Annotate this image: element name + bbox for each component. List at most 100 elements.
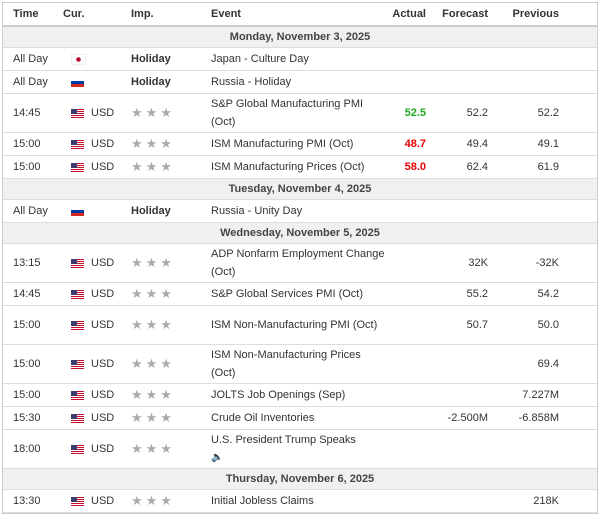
event-time: 15:00 [3,305,63,345]
event-title[interactable]: Crude Oil Inventories [211,412,315,424]
currency-code: USD [91,319,115,331]
russia-flag-icon [71,206,84,216]
event-title[interactable]: JOLTS Job Openings (Sep) [211,389,346,401]
header-forecast: Forecast [426,3,488,27]
event-title[interactable]: ISM Manufacturing PMI (Oct) [211,138,354,150]
us-flag-icon [71,320,84,330]
importance-stars-icon: ★★★ [131,429,211,469]
event-row[interactable]: 15:00 USD ★★★ JOLTS Job Openings (Sep) 7.227… [3,383,597,407]
event-name: ISM Manufacturing PMI (Oct) [211,132,386,156]
date-header: Wednesday, November 5, 2025 [3,222,597,244]
header-previous: Previous [488,3,597,27]
event-time: 15:00 [3,383,63,407]
event-title[interactable]: Russia - Holiday [211,76,292,88]
importance-label: Holiday [131,70,211,94]
event-title[interactable]: S&P Global Services PMI (Oct) [211,288,364,300]
event-currency [63,199,131,223]
event-row[interactable]: 18:00 USD ★★★ U.S. President Trump Speaks 🔈 [3,429,597,469]
header-event: Event [211,3,386,27]
currency-code: USD [91,412,115,424]
event-title[interactable]: ISM Manufacturing Prices (Oct) [211,161,365,173]
actual-value: 52.5 [386,93,426,133]
currency-code: USD [91,495,115,507]
event-name: S&P Global Manufacturing PMI (Oct) [211,93,386,133]
event-currency [63,47,131,71]
event-row[interactable]: 15:00 USD ★★★ ISM Non-Manufacturing PMI (Oc… [3,305,597,345]
header-row: Time Cur. Imp. Event Actual Forecast Pre… [3,3,597,27]
us-flag-icon [71,444,84,454]
event-name: JOLTS Job Openings (Sep) [211,383,386,407]
previous-value: 7.227M [488,383,597,407]
event-row[interactable]: 13:15 USD ★★★ ADP Nonfarm Employment Change… [3,243,597,283]
event-name: S&P Global Services PMI (Oct) [211,282,386,306]
event-row[interactable]: 14:45 USD ★★★ S&P Global Manufacturing PMI … [3,93,597,133]
event-name: ISM Manufacturing Prices (Oct) [211,155,386,179]
actual-value [386,199,426,223]
event-currency: USD [63,344,131,384]
event-time: 18:00 [3,429,63,469]
actual-value [386,429,426,469]
event-row[interactable]: 15:00 USD ★★★ ISM Manufacturing PMI (Oct) 48… [3,132,597,156]
previous-value: 52.2 [488,93,597,133]
importance-stars-icon: ★★★ [131,155,211,179]
previous-value: -6.858M [488,406,597,430]
header-cur: Cur. [63,3,131,27]
event-row[interactable]: All Day Holiday Russia - Unity Day [3,199,597,223]
date-row: Thursday, November 6, 2025 [3,468,597,490]
actual-value [386,47,426,71]
previous-value: 50.0 [488,305,597,345]
event-title[interactable]: ISM Non-Manufacturing Prices (Oct) [211,349,361,379]
event-title[interactable]: ADP Nonfarm Employment Change (Oct) [211,248,385,278]
forecast-value: -2.500M [426,406,488,430]
importance-stars-icon: ★★★ [131,243,211,283]
event-currency: USD [63,305,131,345]
previous-value: 69.4 [488,344,597,384]
event-row[interactable]: 13:30 USD ★★★ Initial Jobless Claims 218K [3,489,597,513]
actual-value [386,344,426,384]
event-title[interactable]: ISM Non-Manufacturing PMI (Oct) [211,319,378,331]
us-flag-icon [71,139,84,149]
forecast-value: 50.7 [426,305,488,345]
importance-stars-icon: ★★★ [131,282,211,306]
event-currency: USD [63,383,131,407]
event-time: 13:30 [3,489,63,513]
forecast-value [426,199,488,223]
currency-code: USD [91,443,115,455]
actual-value [386,383,426,407]
currency-code: USD [91,288,115,300]
event-row[interactable]: All Day Holiday Russia - Holiday [3,70,597,94]
event-row[interactable]: All Day Holiday Japan - Culture Day [3,47,597,71]
event-row[interactable]: 15:00 USD ★★★ ISM Manufacturing Prices (Oct… [3,155,597,179]
event-time: 15:00 [3,132,63,156]
us-flag-icon [71,162,84,172]
event-name: Japan - Culture Day [211,47,386,71]
us-flag-icon [71,413,84,423]
forecast-value: 52.2 [426,93,488,133]
event-row[interactable]: 15:00 USD ★★★ ISM Non-Manufacturing Prices … [3,344,597,384]
importance-label: Holiday [131,199,211,223]
event-title[interactable]: Initial Jobless Claims [211,495,314,507]
event-title[interactable]: Japan - Culture Day [211,53,309,65]
event-title[interactable]: S&P Global Manufacturing PMI (Oct) [211,98,364,128]
event-name: ISM Non-Manufacturing PMI (Oct) [211,305,386,345]
event-time: All Day [3,70,63,94]
calendar-table: Time Cur. Imp. Event Actual Forecast Pre… [3,3,597,513]
event-time: 14:45 [3,93,63,133]
forecast-value [426,383,488,407]
event-currency: USD [63,282,131,306]
us-flag-icon [71,359,84,369]
importance-stars-icon: ★★★ [131,406,211,430]
event-row[interactable]: 15:30 USD ★★★ Crude Oil Inventories -2.500M -… [3,406,597,430]
event-title[interactable]: U.S. President Trump Speaks [211,434,356,446]
event-title[interactable]: Russia - Unity Day [211,205,303,217]
actual-value: 48.7 [386,132,426,156]
currency-code: USD [91,161,115,173]
event-row[interactable]: 14:45 USD ★★★ S&P Global Services PMI (Oct)… [3,282,597,306]
us-flag-icon [71,258,84,268]
previous-value: 54.2 [488,282,597,306]
currency-code: USD [91,107,115,119]
currency-code: USD [91,389,115,401]
forecast-value: 32K [426,243,488,283]
header-time: Time [3,3,63,27]
